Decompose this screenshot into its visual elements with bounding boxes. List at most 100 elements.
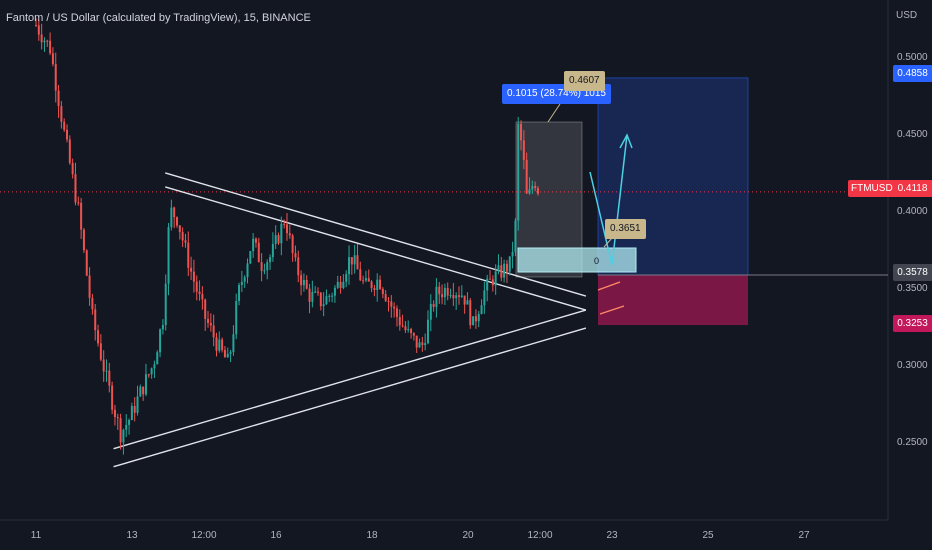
candle-body [269,257,272,263]
candle-body [328,295,331,297]
candle-body [54,64,57,91]
candle-body [80,202,83,230]
candle-body [404,326,407,331]
candle-body [379,279,382,289]
candle-body [223,349,226,358]
candle-body [381,288,384,295]
candle-body [150,368,153,375]
candle-body [421,342,424,346]
peak-price-callout[interactable]: 0.4607 [564,71,605,91]
candle-body [300,275,303,286]
candle-body [455,295,458,299]
x-tick-label: 16 [270,530,282,541]
candle-body [130,405,133,421]
candle-body [195,281,198,292]
y-tick-label: 0.5000 [897,52,928,63]
candle-body [212,325,215,338]
candle-body [463,295,466,305]
candle-body [458,295,460,297]
currency-label: USD [896,10,918,21]
y-tick-label: 0.3500 [897,283,928,294]
candle-body [77,202,80,204]
candle-body [40,34,43,43]
x-tick-label: 25 [702,530,714,541]
trendline [113,327,587,468]
candle-body [238,285,241,302]
candle-body [503,263,506,278]
y-tick-label: 0.3000 [897,360,928,371]
candle-body [221,339,224,350]
candle-body [144,374,147,395]
candle-body [489,278,492,280]
candle-body [285,224,288,234]
symbol-tag: FTMUSD [848,180,896,197]
candle-body [240,281,243,286]
candle-body [331,295,334,297]
candle-body [452,295,455,299]
candle-body [68,139,71,163]
candle-body [271,243,274,258]
candle-body [190,267,193,272]
candle-body [153,364,156,369]
candle-body [317,291,319,293]
y-tick-label: 0.4000 [897,206,928,217]
candle-body [508,256,511,272]
candle-body [167,227,170,284]
candle-body [35,25,37,27]
candle-body [60,106,63,122]
candle-body [466,300,469,305]
candle-body [370,281,373,289]
candle-body [187,242,190,268]
candle-body [500,265,503,278]
candle-body [116,417,119,419]
candle-body [339,281,342,289]
candle-body [362,280,365,282]
candle-body [401,325,404,327]
candle-body [243,277,246,282]
target-price-tag: 0.4858 [893,65,932,82]
candle-body [305,279,308,289]
candle-body [483,290,486,306]
entry-price-callout[interactable]: 0.3651 [605,219,646,239]
candle-body [159,329,162,353]
candle-body [525,159,528,194]
candle-body [348,257,351,275]
candle-body [142,386,145,395]
candle-body [88,275,91,298]
candle-body [125,424,128,430]
candle-body [105,370,108,372]
candle-body [288,233,291,236]
candle-body [246,263,249,278]
candle-body [294,253,297,258]
entry-price-tag: 0.3578 [893,264,932,281]
candle-body [319,292,322,307]
candle-body [415,335,418,348]
candle-body [122,429,125,443]
candle-body [390,301,393,307]
candle-body [322,304,325,307]
projection-arrowhead [619,133,633,149]
x-tick-label: 18 [366,530,378,541]
candle-body [207,318,210,323]
candle-body [161,325,164,330]
candle-body [356,255,359,270]
candle-body [534,185,537,189]
candle-body [209,322,212,326]
candle-body [345,274,348,282]
candle-body [133,405,136,413]
candle-body [192,271,195,282]
candle-body [170,207,173,228]
x-tick-label: 20 [462,530,474,541]
candle-body [308,288,311,302]
candle-body [176,217,178,226]
candle-body [173,207,176,218]
candle-body [204,299,207,319]
candle-body [198,291,201,295]
candle-body [426,319,429,344]
candle-body [43,40,46,43]
candle-body [531,185,534,190]
x-tick-label: 27 [798,530,810,541]
candle-body [302,279,305,286]
